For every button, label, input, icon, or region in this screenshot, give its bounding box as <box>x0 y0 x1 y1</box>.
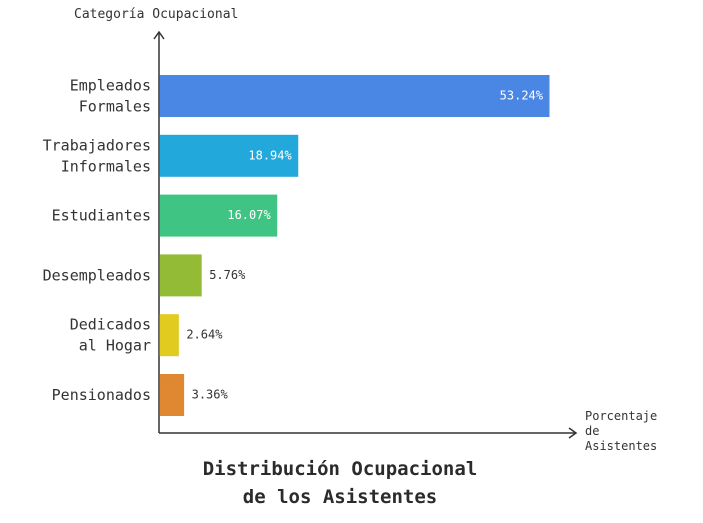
category-label-line: Desempleados <box>43 266 151 284</box>
bar-value-label: 53.24% <box>500 89 544 103</box>
category-label-line: Trabajadores <box>43 136 151 154</box>
x-axis-label-line: Porcentaje <box>585 409 657 423</box>
y-axis-label: Categoría Ocupacional <box>74 7 238 22</box>
category-label-line: Pensionados <box>52 386 151 404</box>
chart-title-line-2: de los Asistentes <box>242 486 438 508</box>
x-axis-arrow <box>568 427 578 439</box>
category-label-line: Formales <box>79 98 151 116</box>
category-label: Empleados Formales <box>70 77 151 116</box>
x-axis-label: Porcentaje de Asistentes <box>585 409 657 453</box>
chart-title-line-1: Distribución Ocupacional <box>202 458 478 480</box>
y-axis-arrow <box>153 30 165 40</box>
category-label: Trabajadores Informales <box>43 136 151 175</box>
bar <box>159 194 278 237</box>
category-label-line: Estudiantes <box>52 207 151 225</box>
category-label-line: Informales <box>61 157 151 175</box>
bar-value-label: 16.07% <box>227 208 271 222</box>
category-labels: Empleados Formales Trabajadores Informales E… <box>43 77 151 405</box>
bar-value-label: 18.94% <box>248 148 292 162</box>
category-label-line: al Hogar <box>79 337 151 355</box>
bar <box>159 134 299 177</box>
bar-value-label: 3.36% <box>192 388 229 402</box>
category-label: Dedicados al Hogar <box>70 316 151 355</box>
bar <box>159 254 202 297</box>
x-axis-label-line: de <box>585 424 599 438</box>
category-label-line: Empleados <box>70 77 151 95</box>
bar-value-label: 5.76% <box>209 268 246 282</box>
bar-value-label: 2.64% <box>186 328 223 342</box>
x-axis-label-line: Asistentes <box>585 439 657 453</box>
axes <box>153 30 578 439</box>
value-labels: 53.24% 18.94% 16.07% 5.76% 2.64% 3.36% <box>186 89 543 402</box>
category-label: Desempleados <box>43 266 151 284</box>
chart-title: Distribución Ocupacional de los Asistent… <box>120 455 560 511</box>
category-label-line: Dedicados <box>70 316 151 334</box>
bars <box>159 75 550 416</box>
bar <box>159 314 179 357</box>
category-label: Pensionados <box>52 386 151 404</box>
bar <box>159 374 185 416</box>
bar <box>159 75 550 117</box>
category-label: Estudiantes <box>52 207 151 225</box>
